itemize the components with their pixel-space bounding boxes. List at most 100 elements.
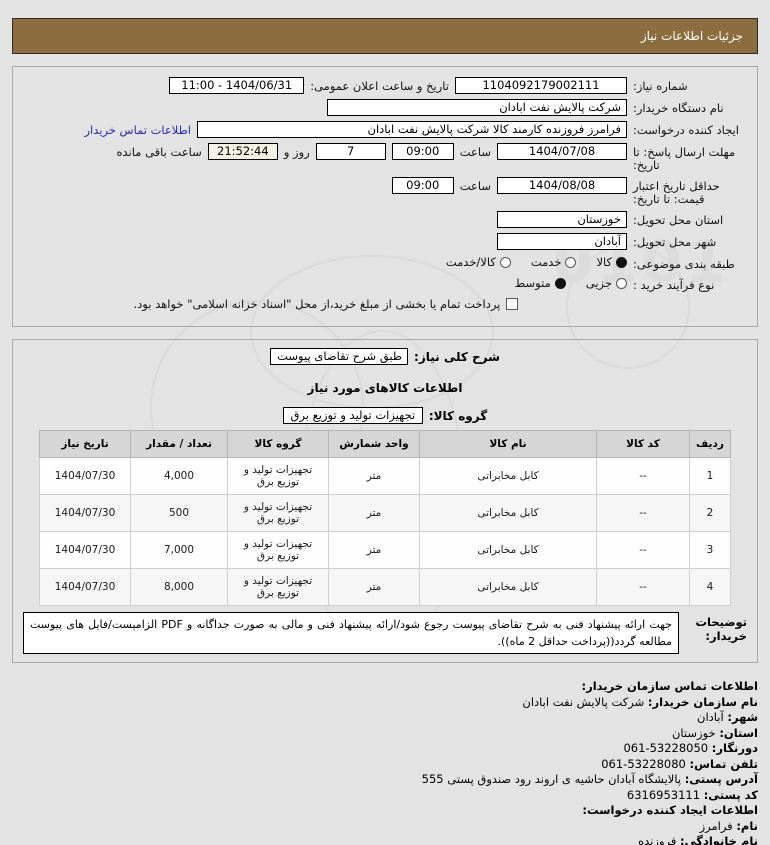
deadline-label: مهلت ارسال پاسخ: تا تاریخ: — [633, 145, 736, 172]
row-goods-group: گروه کالا: تجهیزات تولید و توزیع برق — [23, 407, 747, 424]
category-radio-0[interactable] — [616, 256, 627, 268]
buyer-notes-text: جهت ارائه پیشنهاد فنی به شرح تقاضای پیوس… — [23, 612, 679, 654]
buyer-notes: توضیحات خریدار: جهت ارائه پیشنهاد فنی به… — [23, 612, 747, 654]
remaining-suffix-label: ساعت باقی مانده — [116, 144, 202, 159]
cell-qty: 500 — [130, 494, 228, 532]
footer-province: استان: خوزستان — [12, 726, 758, 742]
cell-code: -- — [596, 457, 690, 495]
process-radio-group[interactable]: جزیی متوسط — [25, 276, 627, 290]
cell-date: 1404/07/30 — [39, 457, 131, 495]
category-radio-2[interactable] — [499, 256, 511, 268]
cell-group: تجهیزات تولید و توزیع برق — [227, 494, 329, 532]
footer-last-name: نام خانوادگی: فروزنده — [12, 834, 758, 845]
category-radio-1[interactable] — [565, 256, 577, 268]
cell-unit: متر — [328, 457, 420, 495]
process-radio-1[interactable] — [554, 277, 566, 289]
cell-code: -- — [596, 494, 690, 532]
category-radio-group[interactable]: کالا خدمت کالا/خدمت — [25, 255, 627, 269]
goods-info-heading-wrap: اطلاعات کالاهای مورد نیاز — [23, 371, 747, 407]
row-need-number: شماره نیاز: 1104092179002111 تاریخ و ساع… — [25, 77, 745, 94]
footer-phone: تلفن تماس: 53228080-061 — [12, 757, 758, 773]
public-announce-value: 1404/06/31 - 11:00 — [169, 77, 305, 94]
cell-qty: 4,000 — [130, 457, 228, 495]
process-label-0: جزیی — [585, 276, 612, 290]
treasury-checkbox-label: پرداخت تمام یا بخشی از مبلغ خرید،از محل … — [133, 297, 501, 311]
table-header-row: ردیف کد کالا نام کالا واحد شمارش گروه کا… — [39, 430, 731, 458]
creator-label: ایجاد کننده درخواست: — [633, 123, 739, 137]
row-buyer-org: نام دستگاه خریدار: شرکت پالایش نفت ابادا… — [25, 99, 745, 116]
days-label: روز و — [283, 144, 310, 159]
th-name: نام کالا — [419, 430, 597, 458]
footer-fax-value: 53228050-061 — [623, 741, 709, 755]
category-option-0[interactable]: کالا — [596, 255, 627, 269]
cell-date: 1404/07/30 — [39, 494, 131, 532]
creator-heading: اطلاعات ایجاد کننده درخواست: — [582, 803, 758, 817]
process-option-1[interactable]: متوسط — [515, 276, 566, 290]
buyer-org-value: شرکت پالایش نفت ابادان — [327, 99, 627, 116]
buyer-notes-label: توضیحات خریدار: — [695, 615, 748, 643]
cell-group: تجهیزات تولید و توزیع برق — [227, 531, 329, 569]
goods-group-label: گروه کالا: — [428, 408, 488, 423]
footer-postal: کد پستی: 6316953111 — [12, 788, 758, 804]
cell-unit: متر — [328, 531, 420, 569]
category-label-1: خدمت — [530, 255, 562, 269]
need-number-value: 1104092179002111 — [455, 77, 627, 94]
footer-city-value: آبادان — [697, 710, 724, 724]
cell-radif: 2 — [689, 494, 731, 532]
buyer-contact-link[interactable]: اطلاعات تماس خریدار — [84, 122, 191, 137]
price-validity-label: حداقل تاریخ اعتبار قیمت: تا تاریخ: — [633, 179, 720, 206]
creator-value: فرامرز فروزنده کارمند کالا شرکت پالایش ن… — [197, 121, 627, 138]
goods-info-heading: اطلاعات کالاهای مورد نیاز — [307, 381, 463, 395]
price-validity-time-value: 09:00 — [391, 177, 454, 194]
footer-address-value: پالایشگاه آبادان حاشیه ی اروند رود صندوق… — [421, 772, 682, 786]
row-treasury: پرداخت تمام یا بخشی از مبلغ خرید،از محل … — [25, 297, 745, 311]
footer-postal-key: کد پستی: — [703, 787, 758, 802]
category-label: طبقه بندی موضوعی: — [633, 257, 735, 271]
city-label: شهر محل تحویل: — [633, 235, 717, 249]
category-label-2: کالا/خدمت — [445, 255, 496, 269]
process-option-0[interactable]: جزیی — [586, 276, 627, 290]
footer-last-name-value: فروزنده — [638, 834, 677, 845]
cell-group: تجهیزات تولید و توزیع برق — [227, 457, 329, 495]
cell-group: تجهیزات تولید و توزیع برق — [227, 568, 329, 606]
th-unit: واحد شمارش — [328, 430, 420, 458]
category-option-2[interactable]: کالا/خدمت — [446, 255, 511, 269]
cell-radif: 4 — [689, 568, 731, 606]
footer-province-value: خوزستان — [671, 725, 716, 740]
cell-name: کابل مخابراتی — [419, 457, 597, 495]
row-overall-desc: شرح کلی نیاز: طبق شرح تقاضای پیوست — [23, 348, 747, 365]
footer-fax-key: دورنگار: — [711, 741, 758, 755]
footer-org: نام سازمان خریدار: شرکت پالایش نفت ابادا… — [12, 695, 758, 711]
footer-fax: دورنگار: 53228050-061 — [12, 741, 758, 757]
row-creator: ایجاد کننده درخواست: فرامرز فروزنده کارم… — [25, 121, 745, 138]
process-radio-0[interactable] — [616, 277, 627, 289]
cell-unit: متر — [328, 494, 420, 532]
footer-org-key: نام سازمان خریدار: — [647, 694, 758, 709]
hour-label-1: ساعت — [459, 144, 491, 159]
goods-panel: شرح کلی نیاز: طبق شرح تقاضای پیوست اطلاع… — [12, 339, 758, 663]
footer-city-key: شهر: — [727, 710, 758, 724]
category-option-1[interactable]: خدمت — [531, 255, 577, 269]
cell-radif: 1 — [689, 457, 731, 495]
footer-first-name-value: فرامرز — [699, 818, 733, 833]
footer-last-name-key: نام خانوادگی: — [680, 834, 758, 845]
days-remaining-value: 7 — [315, 143, 386, 160]
price-validity-date-value: 1404/08/08 — [497, 177, 627, 194]
treasury-checkbox[interactable] — [506, 298, 519, 310]
cell-name: کابل مخابراتی — [419, 494, 597, 532]
public-announce-label: تاریخ و ساعت اعلان عمومی: — [310, 78, 449, 93]
footer-phone-key: تلفن تماس: — [689, 756, 758, 771]
footer-contact: اطلاعات تماس سازمان خریدار: نام سازمان خ… — [12, 679, 758, 845]
footer-address: آدرس پستی: پالایشگاه آبادان حاشیه ی ارون… — [12, 772, 758, 788]
province-label: استان محل تحویل: — [633, 213, 724, 227]
buyer-contact-heading: اطلاعات تماس سازمان خریدار: — [581, 679, 758, 693]
process-label: نوع فرآیند خرید : — [633, 278, 715, 292]
th-qty: تعداد / مقدار — [130, 430, 228, 458]
category-label-0: کالا — [596, 255, 612, 269]
goods-table: ردیف کد کالا نام کالا واحد شمارش گروه کا… — [39, 430, 731, 606]
cell-code: -- — [596, 568, 690, 606]
footer-first-name: نام: فرامرز — [12, 819, 758, 835]
th-group: گروه کالا — [227, 430, 329, 458]
cell-date: 1404/07/30 — [39, 531, 131, 569]
